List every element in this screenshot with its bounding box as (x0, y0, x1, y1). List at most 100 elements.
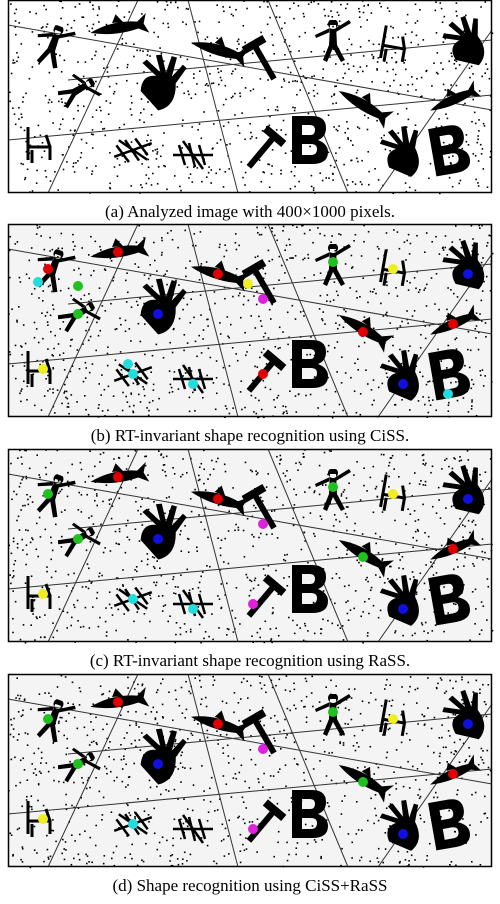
noise-dot (403, 62, 405, 64)
noise-dot (240, 850, 242, 852)
noise-dot (338, 125, 340, 127)
noise-dot (16, 520, 18, 522)
noise-dot (273, 738, 275, 740)
noise-dot (93, 523, 95, 525)
noise-dot (351, 857, 353, 859)
noise-dot (228, 511, 230, 513)
recognition-marker (128, 819, 138, 829)
noise-dot (437, 683, 439, 685)
noise-dot (408, 289, 410, 291)
noise-dot (228, 853, 230, 855)
noise-dot (420, 347, 422, 349)
noise-dot (406, 22, 408, 24)
noise-dot (442, 247, 444, 249)
noise-dot (217, 809, 219, 811)
noise-dot (389, 85, 391, 87)
noise-dot (481, 262, 483, 264)
noise-dot (383, 135, 385, 137)
noise-dot (232, 407, 234, 409)
noise-dot (71, 864, 73, 866)
noise-dot (208, 166, 210, 168)
noise-dot (487, 750, 489, 752)
noise-dot (180, 838, 182, 840)
noise-dot (156, 158, 158, 160)
noise-dot (340, 627, 342, 629)
noise-dot (162, 469, 164, 471)
noise-dot (238, 702, 240, 704)
noise-dot (335, 519, 337, 521)
noise-dot (253, 536, 255, 538)
recognition-marker (463, 494, 473, 504)
noise-dot (235, 233, 237, 235)
noise-dot (109, 503, 111, 505)
noise-dot (478, 185, 480, 187)
noise-dot (113, 93, 115, 95)
noise-dot (277, 110, 279, 112)
noise-dot (85, 367, 87, 369)
noise-dot (226, 408, 228, 410)
noise-dot (242, 177, 244, 179)
noise-dot (52, 550, 54, 552)
noise-dot (92, 116, 94, 118)
noise-dot (400, 84, 402, 86)
noise-dot (294, 758, 296, 760)
noise-dot (103, 67, 105, 69)
noise-dot (103, 797, 105, 799)
noise-dot (371, 12, 373, 14)
noise-dot (182, 125, 184, 127)
noise-dot (47, 849, 49, 851)
noise-dot (459, 460, 461, 462)
noise-dot (152, 150, 154, 152)
noise-dot (370, 589, 372, 591)
noise-dot (194, 489, 196, 491)
noise-dot (66, 391, 68, 393)
noise-dot (258, 778, 260, 780)
noise-dot (109, 741, 111, 743)
noise-dot (46, 26, 48, 28)
noise-dot (241, 765, 243, 767)
noise-dot (327, 294, 329, 296)
noise-dot (363, 241, 365, 243)
noise-dot (424, 251, 426, 253)
noise-dot (323, 590, 325, 592)
noise-dot (405, 524, 407, 526)
noise-dot (205, 91, 207, 93)
noise-dot (390, 457, 392, 459)
noise-dot (432, 399, 434, 401)
noise-dot (307, 843, 309, 845)
noise-dot (275, 685, 277, 687)
noise-dot (376, 69, 378, 71)
noise-dot (240, 834, 242, 836)
noise-dot (278, 395, 280, 397)
noise-dot (237, 360, 239, 362)
noise-dot (52, 304, 54, 306)
noise-dot (178, 864, 180, 866)
noise-dot (146, 798, 148, 800)
noise-dot (13, 570, 15, 572)
noise-dot (21, 354, 23, 356)
noise-dot (272, 613, 274, 615)
noise-dot (226, 734, 228, 736)
noise-dot (90, 582, 92, 584)
noise-dot (245, 837, 247, 839)
noise-dot (300, 311, 302, 313)
noise-dot (73, 858, 75, 860)
noise-dot (201, 138, 203, 140)
noise-dot (452, 241, 454, 243)
noise-dot (57, 189, 59, 191)
noise-dot (381, 705, 383, 707)
noise-dot (338, 233, 340, 235)
noise-dot (409, 578, 411, 580)
noise-dot (81, 139, 83, 141)
noise-dot (68, 486, 70, 488)
noise-dot (445, 89, 447, 91)
noise-dot (23, 381, 25, 383)
noise-dot (79, 687, 81, 689)
noise-dot (96, 109, 98, 111)
noise-dot (207, 730, 209, 732)
noise-dot (360, 46, 362, 48)
noise-dot (269, 755, 271, 757)
noise-dot (184, 717, 186, 719)
noise-dot (419, 814, 421, 816)
noise-dot (309, 487, 311, 489)
